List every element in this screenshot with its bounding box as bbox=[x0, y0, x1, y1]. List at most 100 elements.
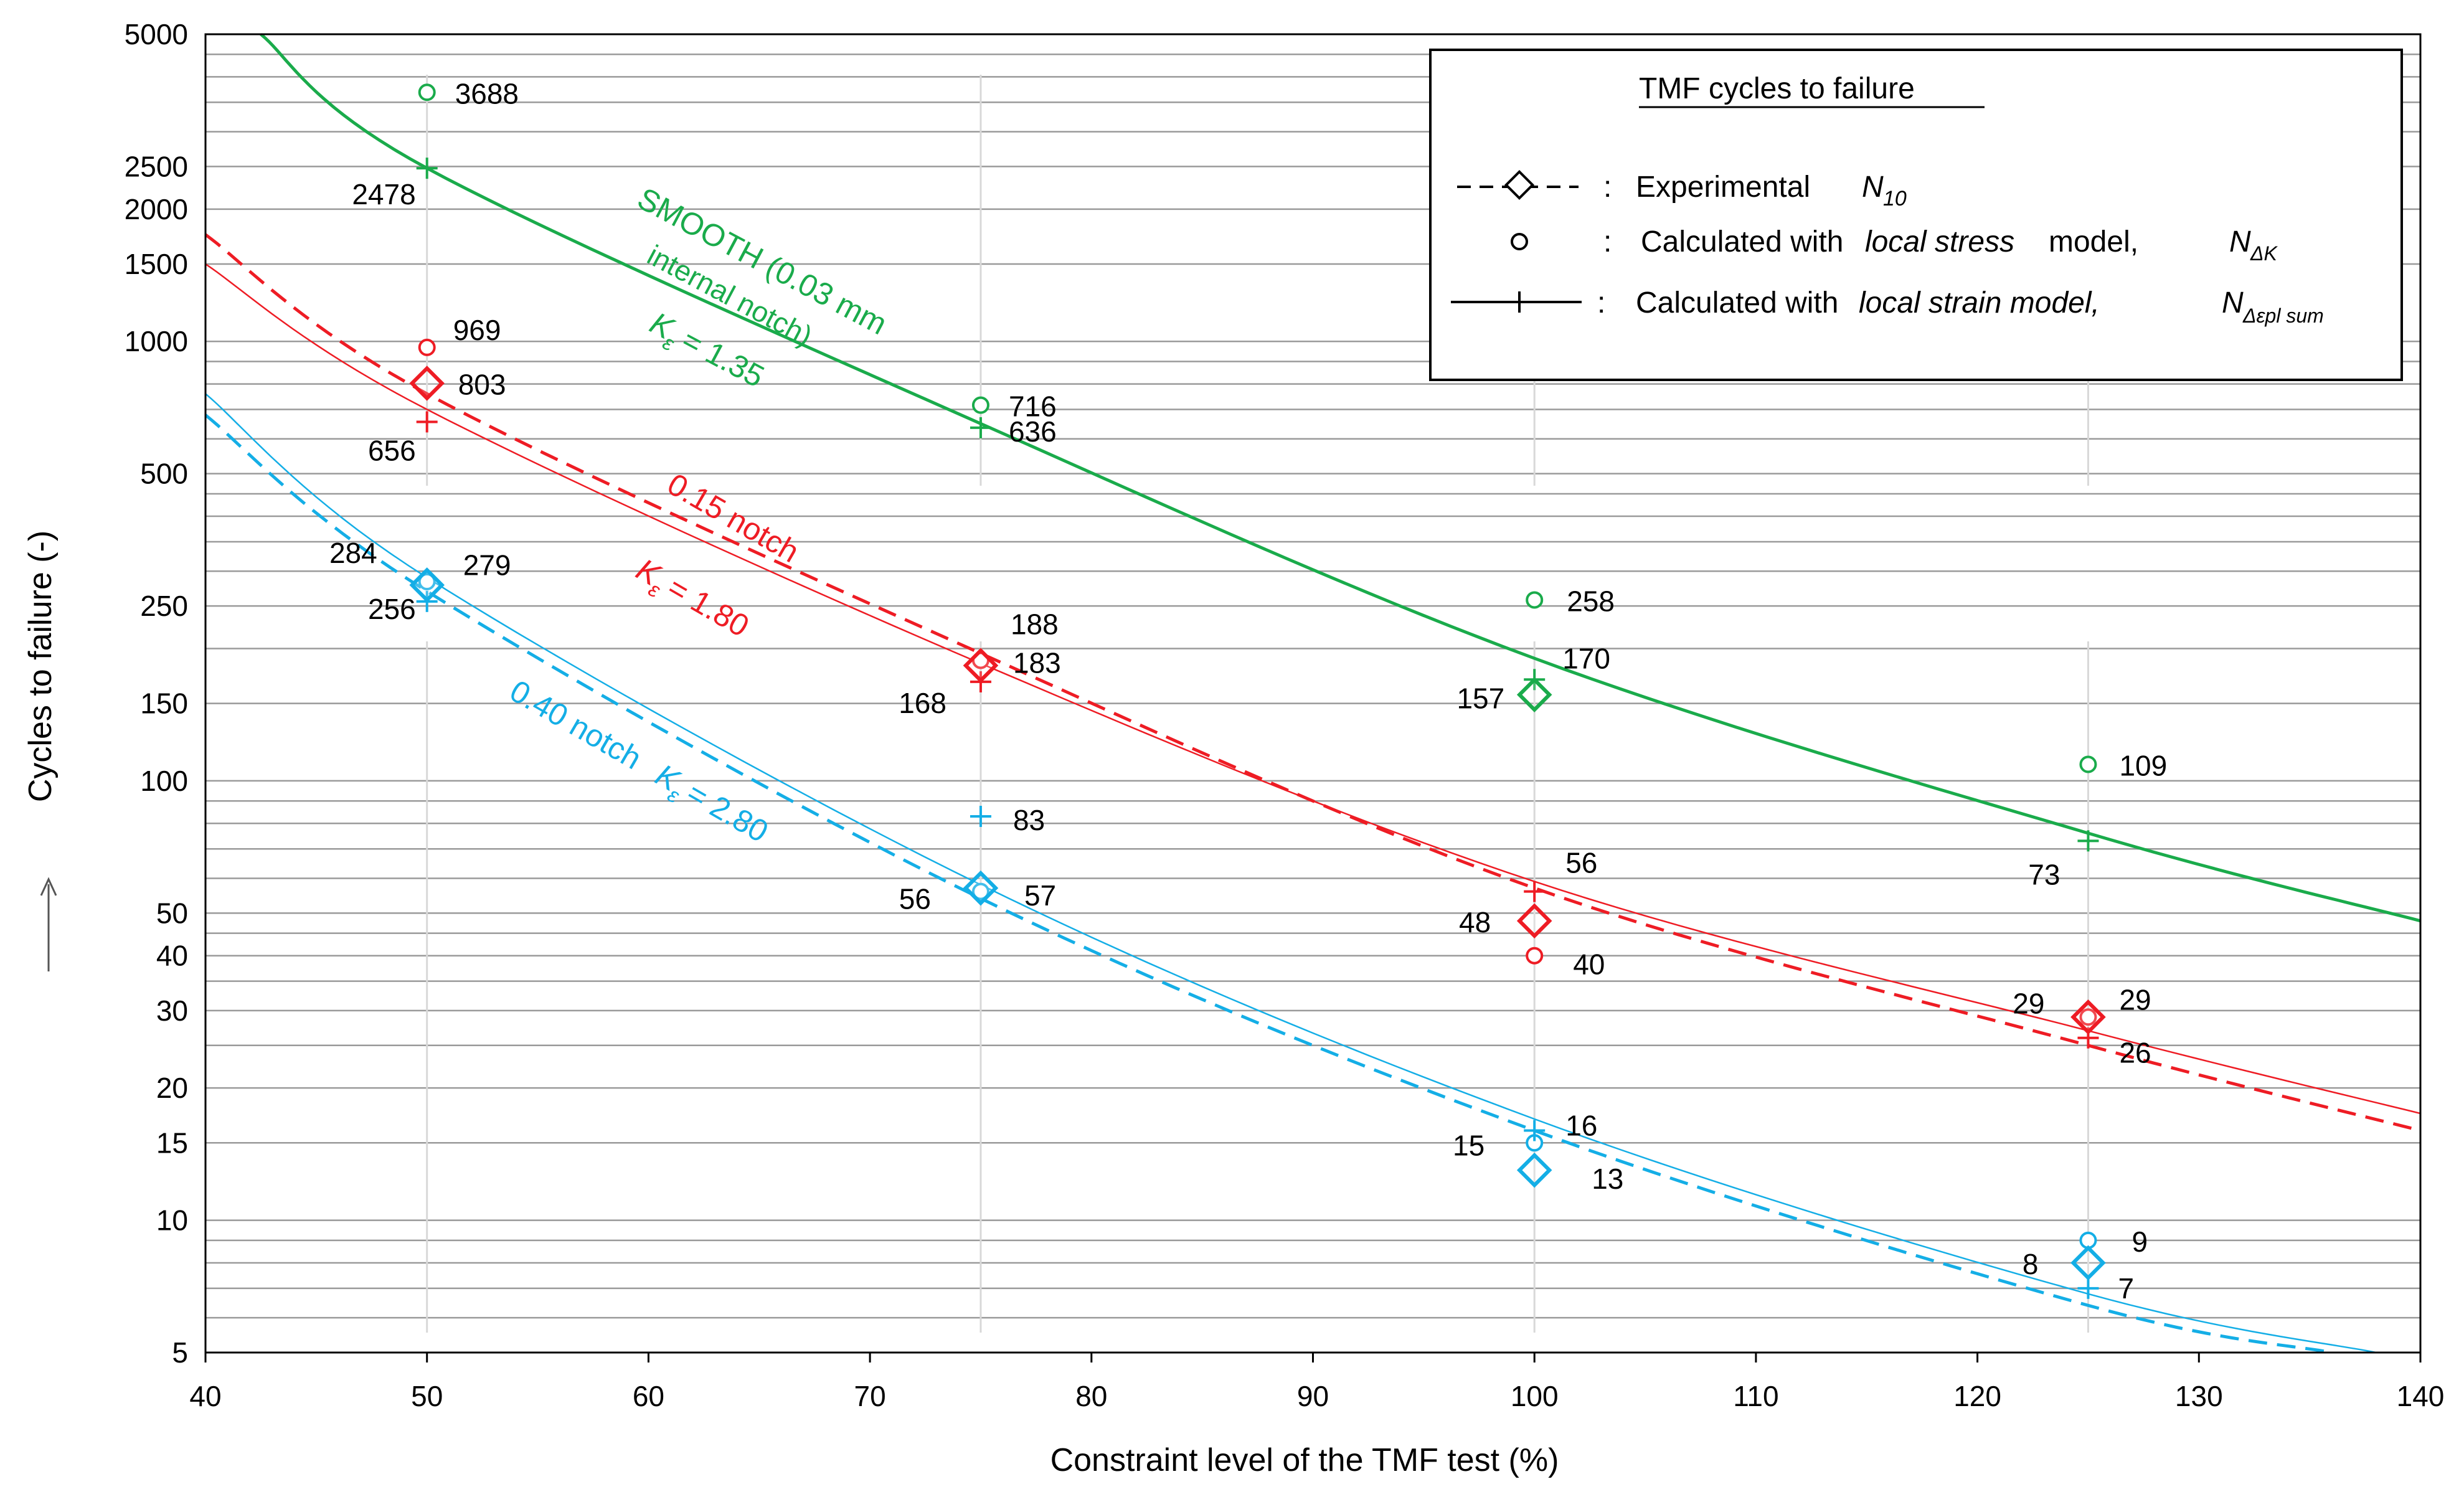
annotation-040: 0.40 notch K ε = 2.80 bbox=[504, 673, 775, 849]
point-label: 716 bbox=[1009, 390, 1057, 423]
y-tick-label: 40 bbox=[156, 940, 188, 972]
stress-model-point bbox=[2079, 755, 2097, 773]
stress-model-point bbox=[418, 573, 436, 591]
point-label: 109 bbox=[2119, 749, 2167, 782]
y-axis-title-group: Cycles to failure (-) bbox=[22, 531, 59, 971]
point-labels: 3688716258109247863617073157969188402965… bbox=[329, 77, 2167, 1305]
strain-model-curve-1 bbox=[205, 263, 2421, 1115]
y-axis-arrowhead-icon bbox=[40, 877, 57, 896]
legend-title: TMF cycles to failure bbox=[1639, 72, 1915, 105]
point-label: 258 bbox=[1567, 585, 1615, 617]
strain-model-point bbox=[2077, 1277, 2099, 1299]
point-label: 8 bbox=[2023, 1248, 2039, 1280]
legend-row-local-stress: : Calculated with local stress model, N … bbox=[1511, 225, 2278, 265]
y-tick-labels: 5 10 15 20 30 40 50 100 150 250 500 1000 1500 2000 250… bbox=[125, 18, 188, 1369]
svg-text:10: 10 bbox=[1883, 187, 1907, 210]
point-label: 29 bbox=[2013, 987, 2044, 1019]
strain-model-point bbox=[1524, 1120, 1546, 1141]
y-tick-label: 5000 bbox=[125, 18, 188, 50]
stress-model-point bbox=[1526, 947, 1544, 965]
annotation-015-k: K ε = 1.80 bbox=[631, 552, 755, 644]
point-label: 183 bbox=[1013, 647, 1061, 679]
point-label: 279 bbox=[463, 549, 511, 581]
point-label: 9 bbox=[2131, 1225, 2148, 1258]
x-tick-label: 50 bbox=[411, 1380, 443, 1412]
point-label: 13 bbox=[1592, 1163, 1623, 1195]
point-label: 803 bbox=[458, 368, 506, 400]
point-label: 256 bbox=[368, 593, 416, 625]
x-tick-label: 90 bbox=[1297, 1380, 1329, 1412]
point-label: 168 bbox=[899, 687, 946, 719]
experimental-point bbox=[2070, 1245, 2106, 1281]
strain-model-point bbox=[416, 411, 438, 433]
svg-text:Calculated with: Calculated with bbox=[1641, 225, 1844, 258]
svg-text:local strain model,: local strain model, bbox=[1859, 286, 2100, 319]
point-label: 40 bbox=[1573, 948, 1605, 981]
x-tick-label: 70 bbox=[854, 1380, 886, 1412]
strain-model-curve-0 bbox=[260, 33, 2421, 923]
y-tick-label: 1500 bbox=[125, 248, 188, 280]
y-tick-label: 100 bbox=[140, 765, 188, 797]
annotation-040-line: 0.40 notch K ε = 2.80 bbox=[504, 673, 775, 849]
point-label: 7 bbox=[2118, 1272, 2134, 1305]
legend-row-local-strain: : Calculated with local strain model, N … bbox=[1451, 286, 2324, 327]
stress-model-point bbox=[971, 396, 989, 414]
experimental-point bbox=[1516, 677, 1552, 712]
legend-box bbox=[1429, 49, 2403, 381]
svg-text:model,: model, bbox=[2049, 225, 2138, 258]
experimental-curve-1 bbox=[204, 233, 2421, 1132]
experimental-point bbox=[1516, 903, 1552, 939]
x-tick-label: 80 bbox=[1075, 1380, 1107, 1412]
y-tick-label: 1000 bbox=[125, 325, 188, 357]
x-tick-label: 100 bbox=[1511, 1380, 1559, 1412]
stress-model-point bbox=[418, 338, 436, 356]
point-label: 170 bbox=[1562, 642, 1610, 674]
x-tick-label: 110 bbox=[1733, 1380, 1778, 1412]
svg-text:= 2.80: = 2.80 bbox=[681, 775, 775, 849]
point-label: 16 bbox=[1565, 1110, 1597, 1142]
stress-model-point bbox=[971, 882, 989, 900]
stress-model-point bbox=[418, 83, 436, 102]
x-tick-label: 130 bbox=[2175, 1380, 2223, 1412]
point-label: 56 bbox=[899, 883, 931, 915]
point-label: 284 bbox=[329, 537, 377, 569]
experimental-point bbox=[409, 366, 445, 401]
svg-text:K: K bbox=[649, 757, 686, 798]
y-axis-title: Cycles to failure (-) bbox=[22, 531, 59, 802]
y-tick-label: 20 bbox=[156, 1072, 188, 1104]
strain-model-point bbox=[1524, 881, 1546, 902]
svg-text:K: K bbox=[631, 552, 668, 593]
y-tick-label: 2000 bbox=[125, 193, 188, 225]
svg-text:Δεpl sum: Δεpl sum bbox=[2242, 305, 2324, 327]
y-tick-label: 500 bbox=[140, 458, 188, 490]
y-tick-label: 2500 bbox=[125, 150, 188, 182]
svg-text:Calculated with: Calculated with bbox=[1636, 286, 1839, 319]
point-label: 15 bbox=[1453, 1129, 1485, 1161]
legend-row-experimental: : Experimental N 10 bbox=[1457, 169, 1907, 210]
point-label: 48 bbox=[1459, 906, 1491, 938]
svg-text:ΔK: ΔK bbox=[2250, 242, 2278, 265]
strain-model-point bbox=[2077, 830, 2099, 852]
strain-model-curve-2 bbox=[205, 393, 2377, 1354]
y-tick-label: 5 bbox=[172, 1336, 188, 1369]
y-tick-label: 30 bbox=[156, 994, 188, 1027]
experimental-point bbox=[963, 648, 999, 683]
stress-model-point bbox=[1526, 591, 1544, 609]
strain-model-point bbox=[970, 417, 991, 438]
y-tick-label: 15 bbox=[156, 1126, 188, 1159]
point-label: 83 bbox=[1013, 804, 1045, 836]
y-tick-label: 10 bbox=[156, 1204, 188, 1237]
point-label: 157 bbox=[1456, 682, 1504, 715]
svg-text:N: N bbox=[2222, 286, 2244, 319]
x-axis-title: Constraint level of the TMF test (%) bbox=[1050, 1442, 1559, 1478]
x-tick-label: 120 bbox=[1953, 1380, 2001, 1412]
x-tick-label: 40 bbox=[189, 1380, 221, 1412]
y-tick-label: 50 bbox=[156, 897, 188, 929]
point-label: 656 bbox=[368, 434, 416, 466]
point-label: 3688 bbox=[455, 77, 519, 110]
point-label: 56 bbox=[1565, 847, 1597, 879]
experimental-point bbox=[1516, 1152, 1552, 1188]
stress-model-point bbox=[2079, 1008, 2097, 1026]
data-marks bbox=[409, 83, 2106, 1299]
